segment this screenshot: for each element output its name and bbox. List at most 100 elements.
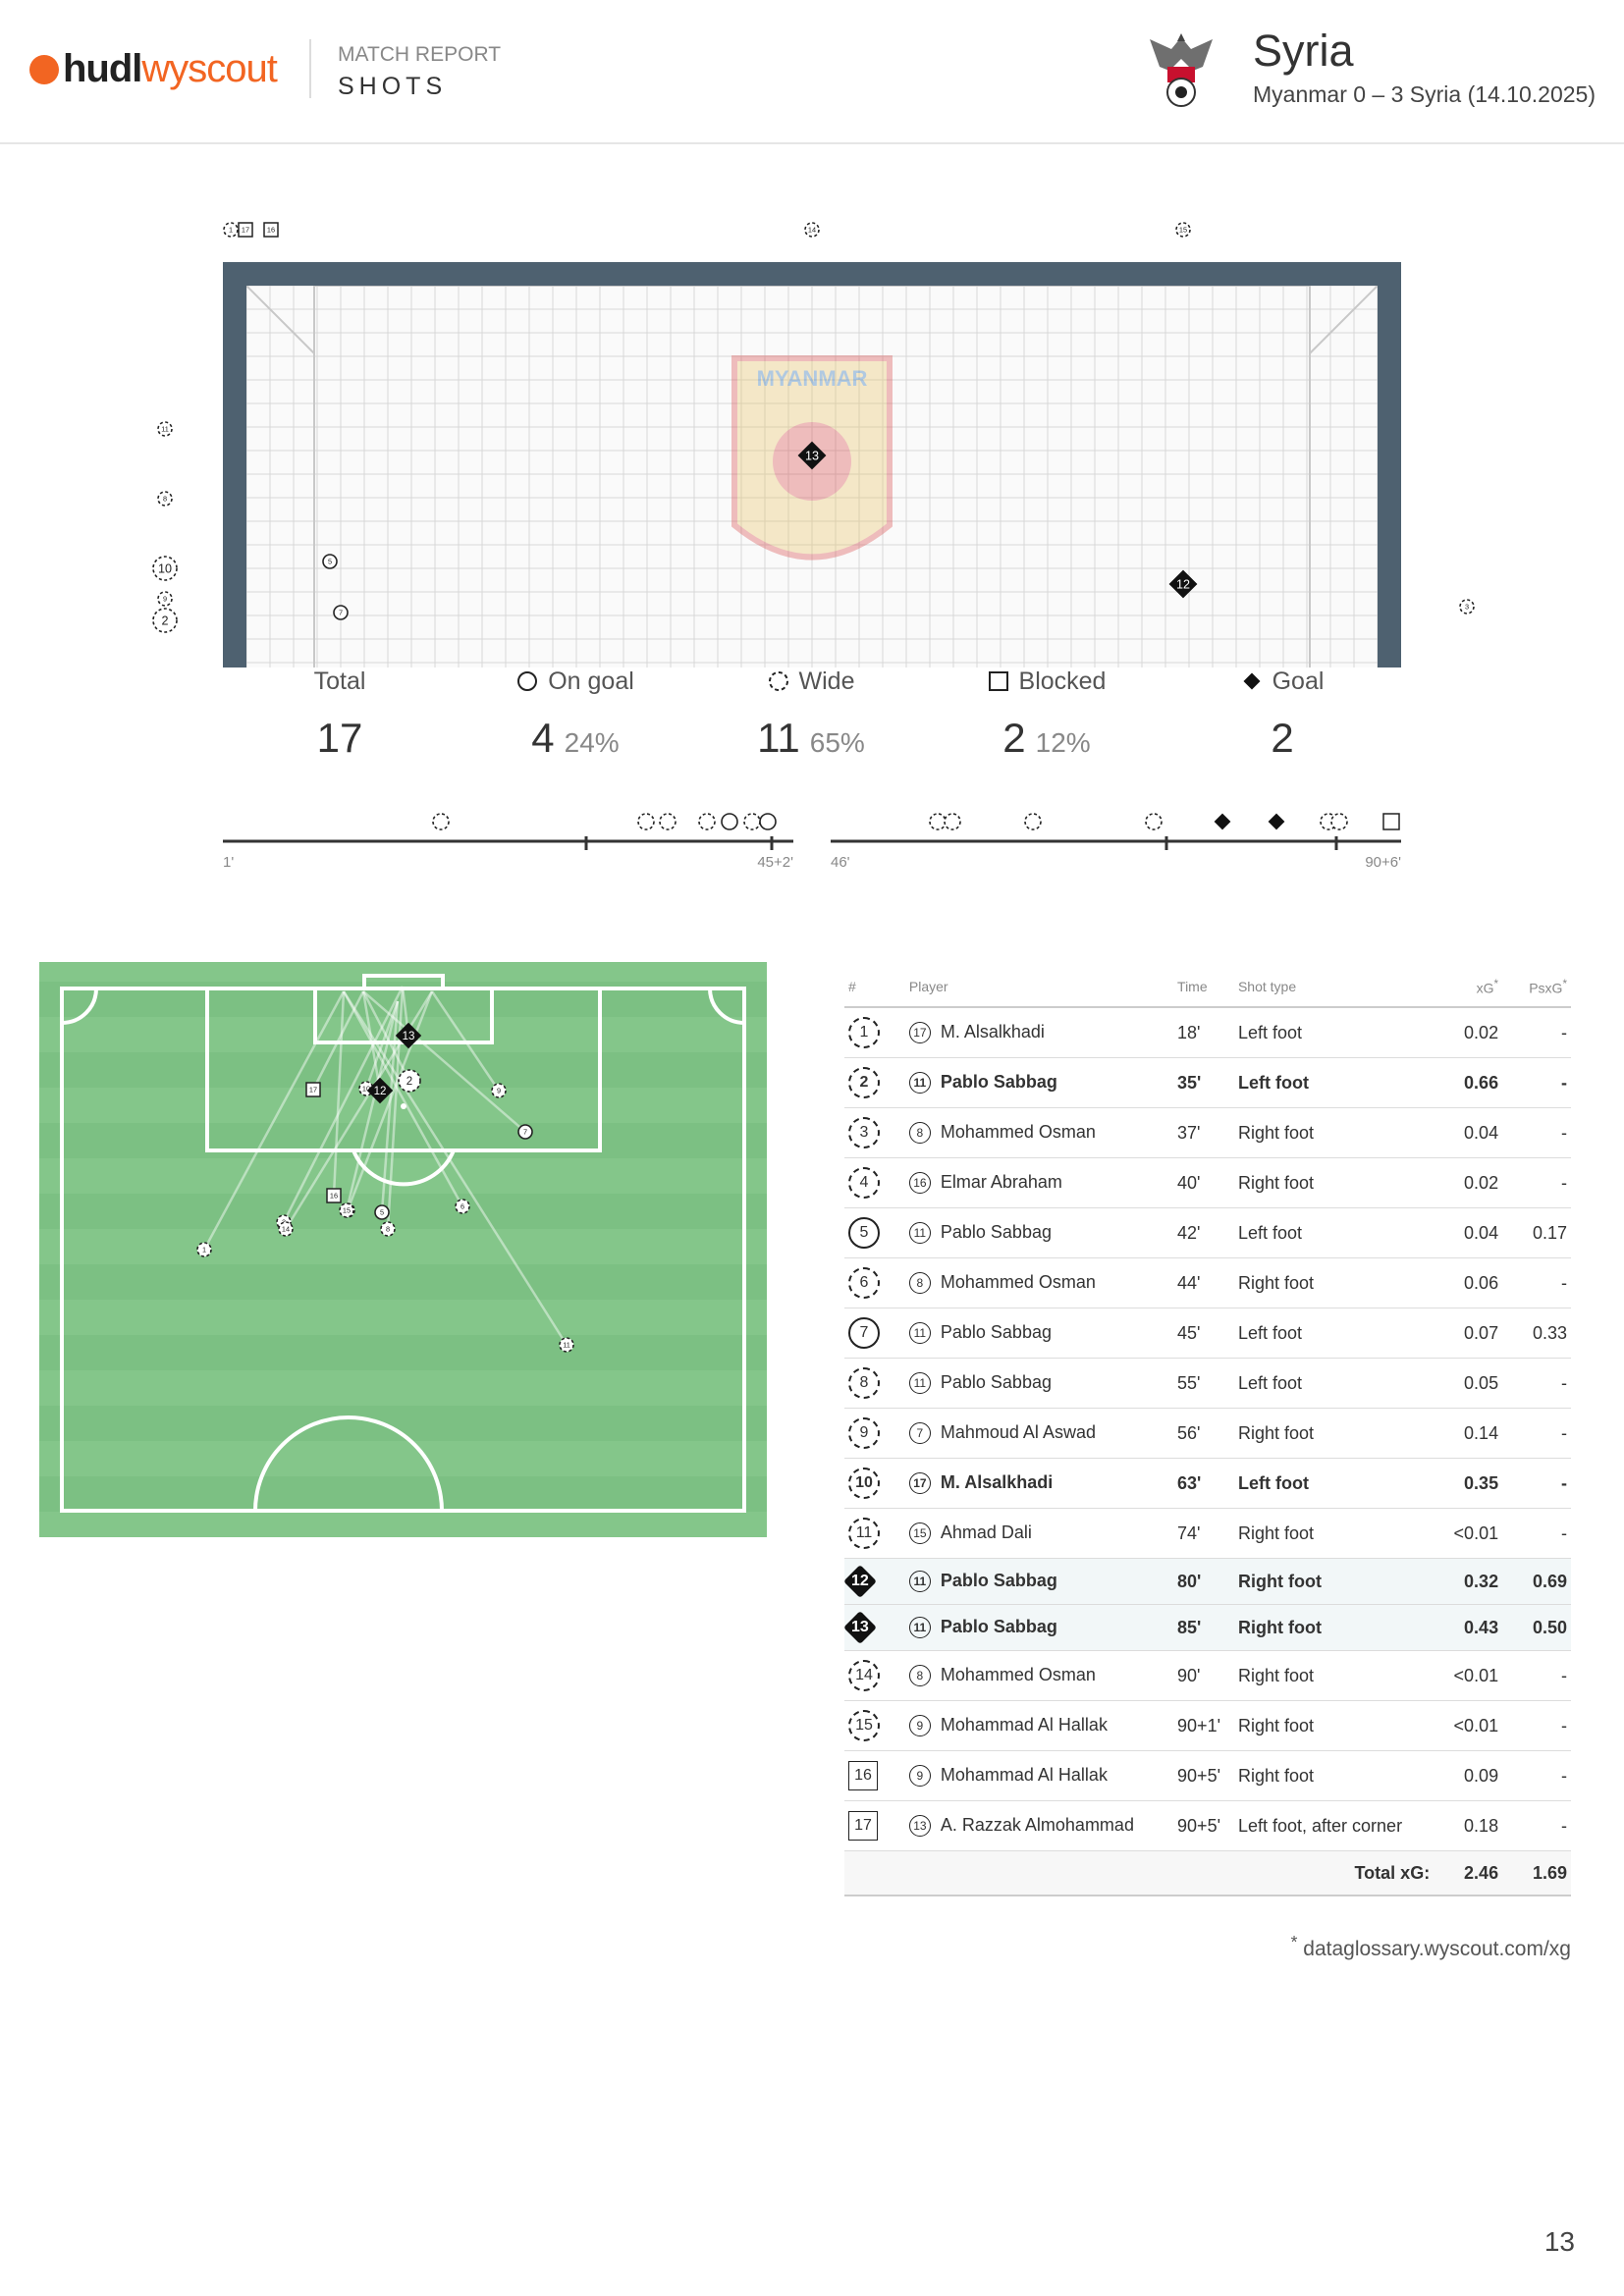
player-cell: 9 Mohammad Al Hallak [904, 1700, 1174, 1751]
jersey-number: 11 [908, 1617, 931, 1638]
shot-marker: 14 [278, 1221, 294, 1237]
shot-number-cell: 11 [844, 1508, 905, 1559]
team-name: Syria [1253, 26, 1354, 76]
shot-marker-label: 15 [343, 1206, 351, 1215]
xg-cell: 0.35 [1434, 1458, 1503, 1509]
psxg-cell: - [1502, 1800, 1571, 1851]
shot-marker: 5 [322, 554, 338, 569]
psxg-cell: - [1502, 1157, 1571, 1208]
time-cell: 56' [1173, 1408, 1234, 1459]
player-name: Pablo Sabbag [940, 1571, 1057, 1590]
time-cell: 90+1' [1173, 1700, 1234, 1751]
xg-cell: 0.06 [1434, 1257, 1503, 1308]
xg-cell: 0.32 [1434, 1558, 1503, 1605]
psxg-cell: - [1502, 1007, 1571, 1058]
shot-number-cell: 6 [844, 1257, 905, 1308]
shot-marker-label: 2 [406, 1076, 412, 1088]
shot-marker-label: 3 [1465, 603, 1469, 612]
report-header: hudlwyscout MATCH REPORT SHOTS Syria Mya… [0, 0, 1624, 144]
jersey-number: 11 [908, 1072, 931, 1094]
crossbar [223, 262, 1401, 286]
time-cell: 55' [1173, 1358, 1234, 1409]
summary-total-value: 17 [316, 715, 363, 761]
goal-diamond-icon [1243, 672, 1261, 690]
psxg-cell: - [1502, 1750, 1571, 1801]
shot-number-cell: 14 [844, 1650, 905, 1701]
shot-marker-label: 5 [380, 1208, 384, 1217]
shot-result-icon: 10 [848, 1468, 880, 1499]
shot-result-icon: 12 [843, 1565, 877, 1598]
player-name: M. Alsalkhadi [940, 1022, 1045, 1041]
shot-marker: 8 [157, 491, 173, 507]
summary-wide-label: Wide [798, 667, 855, 695]
shot-marker: 6 [455, 1199, 470, 1214]
myanmar-badge-text: MYANMAR [757, 366, 868, 391]
psxg-cell: - [1502, 1358, 1571, 1409]
player-cell: 8 Mohammed Osman [904, 1107, 1174, 1158]
player-name: Pablo Sabbag [940, 1222, 1052, 1242]
shot-type-cell: Left foot [1233, 1057, 1435, 1108]
summary-blocked-pct: 12% [1035, 727, 1091, 758]
shot-row: 11 15 Ahmad Dali 74' Right foot <0.01- [844, 1508, 1571, 1559]
shot-marker [1214, 813, 1231, 830]
shot-marker: 13 [797, 441, 827, 470]
player-name: Mohammad Al Hallak [940, 1765, 1108, 1785]
blocked-icon [988, 671, 1008, 691]
shot-marker [944, 813, 961, 830]
jersey-number: 8 [908, 1272, 931, 1294]
shot-result-icon: 9 [848, 1417, 880, 1449]
summary-goal-label: Goal [1272, 667, 1325, 695]
shot-marker-label: 9 [163, 595, 167, 604]
shot-result-icon: 6 [848, 1267, 880, 1299]
shot-type-cell: Right foot [1233, 1508, 1435, 1559]
total-xg-row: Total xG: 2.46 1.69 [844, 1850, 1571, 1896]
summary-blocked: Blocked 2 12% [909, 667, 1184, 762]
goal-net [245, 285, 1379, 667]
xg-cell: 0.09 [1434, 1750, 1503, 1801]
player-name: Pablo Sabbag [940, 1072, 1057, 1092]
summary-total-label: Total [313, 667, 366, 695]
shot-marker: 9 [491, 1083, 507, 1098]
report-section-title: SHOTS [338, 73, 448, 100]
shot-marker-label: 6 [460, 1202, 464, 1211]
shot-marker [929, 813, 947, 830]
shot-marker: 7 [333, 605, 349, 620]
summary-goal: Goal 2 [1145, 667, 1420, 762]
time-cell: 90+5' [1173, 1800, 1234, 1851]
on-goal-icon [517, 671, 538, 691]
shot-row: 3 8 Mohammed Osman 37' Right foot 0.04- [844, 1107, 1571, 1158]
shot-number-cell: 7 [844, 1308, 905, 1359]
shot-type-cell: Right foot [1233, 1257, 1435, 1308]
col-player: Player [904, 967, 1174, 1008]
timeline-second-start: 46' [831, 854, 850, 871]
shot-number-cell: 5 [844, 1207, 905, 1258]
xg-footnote: * dataglossary.wyscout.com/xg [1291, 1932, 1571, 1961]
shot-marker-label: 17 [309, 1086, 317, 1095]
total-xg-value: 2.46 [1434, 1850, 1503, 1896]
time-cell: 35' [1173, 1057, 1234, 1108]
player-name: Mohammed Osman [940, 1665, 1096, 1684]
hudl-wyscout-logo: hudlwyscout [29, 47, 278, 91]
xg-cell: 0.14 [1434, 1408, 1503, 1459]
player-cell: 17 M. Alsalkhadi [904, 1458, 1174, 1509]
right-post [1378, 262, 1401, 667]
shot-row: 12 11 Pablo Sabbag 80' Right foot 0.32 0.69 [843, 1558, 1571, 1605]
footnote-asterisk: * [1290, 1932, 1298, 1951]
shot-marker: 7 [517, 1124, 533, 1140]
xg-cell: 0.05 [1434, 1358, 1503, 1409]
header-divider [309, 39, 311, 98]
shot-row: 9 7 Mahmoud Al Aswad 56' Right foot 0.14- [844, 1408, 1571, 1459]
jersey-number: 11 [908, 1571, 931, 1592]
shot-marker-label: 16 [330, 1192, 338, 1201]
logo-hudl-text: hudl [63, 47, 142, 90]
player-name: Mohammed Osman [940, 1272, 1096, 1292]
player-cell: 11 Pablo Sabbag [904, 1308, 1174, 1359]
jersey-number: 7 [908, 1422, 931, 1444]
shot-marker: 16 [263, 222, 279, 238]
summary-on-goal-pct: 24% [564, 727, 620, 758]
time-cell: 40' [1173, 1157, 1234, 1208]
summary-wide-pct: 65% [809, 727, 865, 758]
shot-number-text: 12 [851, 1572, 869, 1589]
shot-marker: 11 [559, 1337, 574, 1353]
